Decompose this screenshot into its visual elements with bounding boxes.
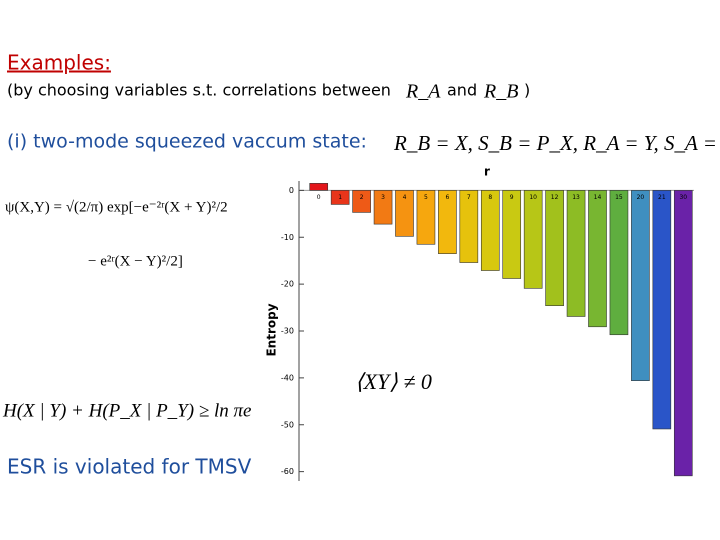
x-tick-label: 30: [679, 194, 687, 201]
x-tick-label: 15: [615, 194, 623, 201]
x-tick-label: 5: [424, 194, 428, 201]
rb: R_B: [483, 81, 518, 103]
case: (i) two-mode squeezed vaccum state:: [7, 131, 367, 153]
x-tick-label: 21: [658, 194, 666, 201]
ra: R_A: [405, 81, 441, 103]
wavefunction: − e²ʳ(X − Y)²/2]: [88, 253, 183, 269]
bar: [459, 190, 479, 263]
y-tick-label: -60: [281, 467, 294, 476]
bar: [352, 190, 371, 213]
x-tick-label: 9: [510, 194, 514, 201]
y-axis-label: Entropy: [265, 303, 279, 356]
inequality: H(X | Y) + H(P_X | P_Y) ≥ ln πe: [2, 400, 251, 421]
x-tick-label: 7: [467, 194, 471, 201]
x-tick-label: 8: [488, 194, 492, 201]
x-tick-label: 6: [445, 194, 449, 201]
bar: [631, 190, 650, 381]
x-tick-label: 0: [317, 194, 321, 201]
bar: [545, 190, 564, 306]
x-tick-label: 13: [572, 194, 580, 201]
and: and: [447, 81, 477, 100]
bar: [502, 190, 522, 279]
bar: [438, 190, 457, 254]
intro: (by choosing variables s.t. correlations…: [7, 81, 391, 100]
bar: [566, 190, 586, 317]
bar: [652, 190, 672, 430]
x-tick-label: 20: [637, 194, 645, 201]
x-axis-label: r: [484, 165, 490, 179]
bar: [588, 190, 607, 328]
chart: r Entropy 0-10-20-30-40-50-600 1 2 3 4 5 6 7 8 9 1…: [265, 165, 694, 481]
bar: [523, 190, 543, 289]
bar: [330, 190, 350, 205]
bar: [609, 190, 629, 336]
y-tick-label: 0: [289, 186, 294, 195]
x-tick-label: 14: [594, 194, 602, 201]
y-tick-label: -30: [281, 327, 294, 336]
x-tick-label: 2: [360, 194, 364, 201]
y-tick-label: -20: [281, 280, 294, 289]
close: ): [524, 81, 530, 100]
bar: [373, 190, 393, 225]
heading: Examples:: [7, 51, 111, 75]
x-tick-label: 12: [551, 194, 559, 201]
bar: [395, 190, 414, 237]
bar: [673, 190, 693, 477]
correlation: ⟨XY⟩ ≠ 0: [355, 369, 432, 394]
x-tick-label: 4: [403, 194, 407, 201]
y-tick-label: -40: [281, 373, 294, 382]
assignment: R_B = X, S_B = P_X, R_A = Y, S_A = P_Y: [393, 131, 720, 155]
bar: [416, 190, 436, 245]
wavefunction: ψ(X,Y) = √(2/π) exp[−e⁻²ʳ(X + Y)²/2: [5, 199, 228, 215]
bar: [309, 183, 329, 191]
conclusion: ESR is violated for TMSV: [7, 455, 252, 479]
bar: [480, 190, 500, 271]
x-tick-label: 1: [338, 194, 342, 201]
x-tick-label: 3: [381, 194, 385, 201]
y-tick-label: -50: [281, 420, 294, 429]
x-tick-label: 10: [529, 194, 537, 201]
y-tick-label: -10: [281, 233, 294, 242]
